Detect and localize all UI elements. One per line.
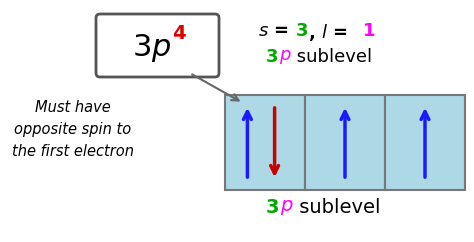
Text: , $\it{l}$ =: , $\it{l}$ = <box>308 22 349 43</box>
Text: $\it{p}$: $\it{p}$ <box>279 48 292 66</box>
Text: $\bf{\it{3p}}$: $\bf{\it{3p}}$ <box>132 32 172 64</box>
Text: sublevel: sublevel <box>291 48 372 66</box>
Text: $\bf{3}$: $\bf{3}$ <box>265 198 279 217</box>
Text: sublevel: sublevel <box>293 198 381 217</box>
Bar <box>225 95 305 190</box>
Text: $\it{s}$ =: $\it{s}$ = <box>258 22 291 40</box>
Text: $\bf{4}$: $\bf{4}$ <box>173 24 187 43</box>
Text: Must have
opposite spin to
the first electron: Must have opposite spin to the first ele… <box>12 100 134 159</box>
Bar <box>385 95 465 190</box>
Text: 3: 3 <box>296 22 309 40</box>
FancyBboxPatch shape <box>96 14 219 77</box>
Text: 1: 1 <box>363 22 375 40</box>
Text: $\bf{3}$: $\bf{3}$ <box>265 48 278 66</box>
Text: $\it{p}$: $\it{p}$ <box>280 198 293 217</box>
Bar <box>305 95 385 190</box>
